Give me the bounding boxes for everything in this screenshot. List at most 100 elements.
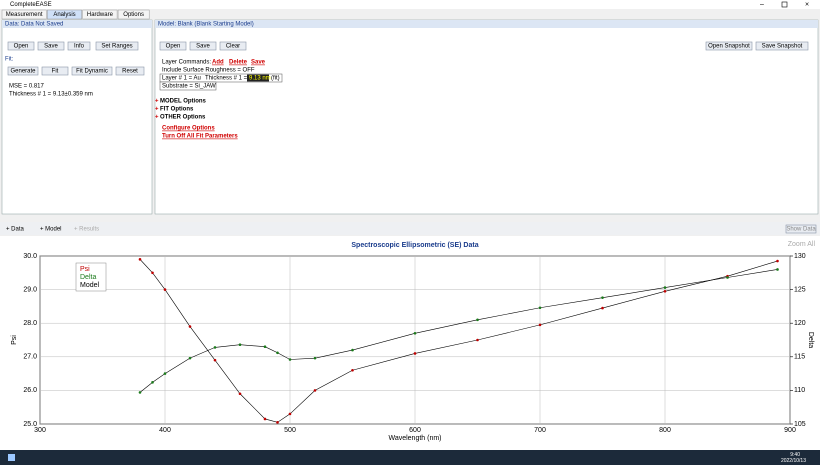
data-point	[413, 352, 417, 355]
show-data-button[interactable]	[785, 224, 817, 234]
data-point	[313, 389, 317, 392]
y-tick-label: 27.0	[23, 354, 37, 361]
layer-box	[159, 73, 283, 83]
data-button[interactable]: Info	[74, 44, 85, 50]
thickness-field[interactable]	[247, 74, 269, 82]
snapshot-button-button[interactable]	[705, 41, 753, 51]
x-tick-label: 300	[34, 427, 46, 434]
window-title: CompleteEASE	[10, 2, 52, 8]
data-button-button[interactable]	[95, 41, 139, 51]
graph-tab[interactable]: + Results	[74, 227, 99, 233]
data-point	[663, 289, 667, 293]
model-panel-title: Model: Blank (Blank Starting Model)	[158, 22, 254, 28]
fit-button-button[interactable]	[41, 66, 69, 76]
x-tick-label: 600	[409, 427, 421, 434]
data-point	[263, 345, 267, 349]
minimize[interactable]: –	[760, 1, 764, 8]
graph-toolbar	[0, 222, 820, 235]
fit-button[interactable]: Fit Dynamic	[76, 69, 108, 75]
graph-tab[interactable]: + Model	[40, 227, 62, 233]
close[interactable]: ×	[805, 1, 809, 8]
fit-flag[interactable]: (fit)	[271, 76, 280, 82]
layer-command[interactable]: Delete	[229, 60, 248, 66]
data-point	[663, 286, 667, 289]
legend-entry: Model	[80, 282, 100, 289]
option-link[interactable]: Turn Off All Fit Parameters	[162, 134, 238, 140]
fit-button-button[interactable]	[71, 66, 113, 76]
fit-button[interactable]: Reset	[122, 69, 138, 75]
legend-entry: Delta	[80, 274, 96, 281]
y2-tick-label: 105	[794, 421, 806, 428]
data-point	[238, 392, 242, 396]
snapshot-button[interactable]: Open Snapshot	[708, 44, 750, 50]
data-button-button[interactable]	[37, 41, 65, 51]
tab[interactable]	[117, 9, 150, 20]
fit-button[interactable]: Fit	[52, 69, 59, 75]
x-tick-label: 800	[659, 427, 671, 434]
option-group[interactable]: FIT Options	[160, 107, 194, 113]
data-point	[213, 358, 217, 362]
tab[interactable]	[1, 9, 47, 20]
data-point	[476, 338, 479, 342]
substrate[interactable]: Substrate = Si_JAW	[162, 84, 216, 90]
maximize[interactable]	[781, 1, 788, 8]
layer-command[interactable]: Add	[212, 60, 224, 66]
model-button-button[interactable]	[219, 41, 247, 51]
start-button[interactable]	[8, 454, 15, 461]
thickness-value[interactable]: 9.13 nm	[249, 76, 271, 82]
model-button[interactable]: Open	[166, 44, 181, 50]
fit-button-button[interactable]	[7, 66, 39, 76]
data-point	[263, 417, 267, 421]
tab-label[interactable]: Options	[123, 12, 144, 18]
snapshot-button[interactable]: Save Snapshot	[762, 44, 803, 50]
data-point	[163, 288, 167, 291]
data-point	[213, 346, 217, 349]
data-point	[776, 268, 779, 271]
tab-label[interactable]: Analysis	[53, 12, 75, 18]
zoom-all[interactable]: Zoom All	[788, 241, 816, 248]
option-group[interactable]: MODEL Options	[160, 99, 207, 105]
data-point	[138, 258, 142, 261]
data-point	[188, 325, 192, 328]
data-button[interactable]: Set Ranges	[101, 44, 132, 50]
y2-tick-label: 110	[794, 387, 805, 394]
option-group[interactable]: OTHER Options	[160, 115, 206, 121]
data-point	[351, 348, 354, 352]
model-button-button[interactable]	[189, 41, 217, 51]
data-point	[601, 306, 604, 310]
option-link[interactable]: Configure Options	[162, 126, 215, 132]
data-panel-title: Data: Data Not Saved	[5, 22, 63, 28]
fit-button-button[interactable]	[115, 66, 145, 76]
legend-entry: Psi	[80, 266, 90, 273]
data-button-button[interactable]	[7, 41, 35, 51]
clock-date: 2022/10/13	[781, 458, 806, 464]
graph-tab[interactable]: + Data	[6, 227, 25, 233]
fit-button[interactable]: Generate	[10, 69, 36, 75]
data-point	[238, 343, 242, 347]
data-point	[163, 372, 167, 375]
data-button-button[interactable]	[67, 41, 91, 51]
thickness-label: Thickness # 1 =	[205, 76, 248, 82]
snapshot-button-button[interactable]	[755, 41, 809, 51]
data-button[interactable]: Save	[44, 44, 58, 50]
layer[interactable]: Layer # 1 = Au	[162, 76, 201, 82]
x-tick-label: 400	[159, 427, 171, 434]
x-tick-label: 700	[534, 427, 546, 434]
data-point	[538, 306, 542, 310]
model-button[interactable]: Save	[196, 44, 210, 50]
model-button-button[interactable]	[159, 41, 187, 51]
y-tick-label: 29.0	[23, 286, 37, 293]
data-panel-header	[2, 20, 152, 28]
tab[interactable]	[82, 9, 118, 20]
tab[interactable]	[47, 9, 82, 20]
model-button[interactable]: Clear	[226, 44, 240, 50]
data-button[interactable]: Open	[14, 44, 29, 50]
legend	[75, 262, 107, 292]
data-point	[726, 276, 729, 279]
tab-label[interactable]: Hardware	[87, 12, 114, 18]
tab-label[interactable]: Measurement	[6, 12, 43, 18]
chart-title: Spectroscopic Ellipsometric (SE) Data	[351, 242, 478, 249]
show-data[interactable]: Show Data	[786, 227, 816, 233]
layer-command[interactable]: Save	[251, 60, 266, 66]
